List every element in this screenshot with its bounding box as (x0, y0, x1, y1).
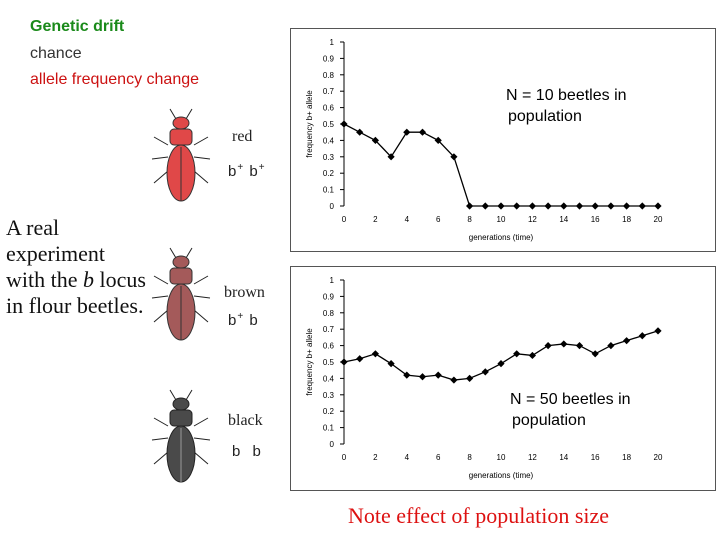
x-tick-label: 10 (497, 215, 506, 224)
genotype-red: b+ b+ (228, 162, 266, 180)
y-tick-label: 0.9 (323, 292, 335, 301)
x-tick-label: 0 (342, 215, 347, 224)
y-tick-label: 0.4 (323, 374, 335, 383)
x-tick-label: 12 (528, 453, 537, 462)
chart-frame (290, 266, 716, 491)
data-point (560, 202, 568, 210)
data-point (434, 136, 442, 144)
x-axis-label: generations (time) (469, 471, 534, 480)
x-tick-label: 4 (405, 215, 410, 224)
x-tick-label: 20 (654, 215, 663, 224)
y-tick-label: 0.8 (323, 309, 335, 318)
title-chance: chance (30, 45, 82, 62)
data-point (638, 332, 646, 340)
x-tick-label: 12 (528, 215, 537, 224)
chart-annotation: N = 50 beetles in population (510, 391, 631, 429)
data-point (591, 202, 599, 210)
data-point (623, 202, 631, 210)
annotation-line: population (508, 108, 582, 125)
x-tick-label: 16 (591, 453, 600, 462)
beetle-label-black: black (228, 412, 263, 429)
data-point (623, 337, 631, 345)
x-tick-label: 10 (497, 453, 506, 462)
x-tick-label: 2 (373, 215, 378, 224)
annotation-line: N = 10 beetles in (506, 87, 627, 104)
chart-n50: 1 0.9 0.8 0.7 0.6 0.5 0.4 0.3 0.2 0.1 00 2 4 6 8 10 12 14… (290, 266, 716, 491)
data-point (418, 128, 427, 136)
x-tick-label: 18 (622, 215, 631, 224)
red-beetle-icon (146, 107, 216, 207)
y-tick-label: 0.1 (323, 186, 335, 195)
y-tick-label: 0.9 (323, 54, 335, 63)
x-tick-label: 16 (591, 215, 600, 224)
experiment-text-post: locus in flour beetles. (6, 267, 146, 318)
y-tick-label: 0.1 (323, 424, 335, 433)
genotype-brown: b+ b (228, 311, 259, 329)
y-tick-label: 0.2 (323, 169, 335, 178)
data-point (340, 358, 348, 366)
data-point (638, 202, 646, 210)
y-tick-label: 0.8 (323, 71, 335, 80)
x-tick-label: 6 (436, 215, 441, 224)
x-tick-label: 14 (559, 215, 568, 224)
x-tick-label: 8 (467, 215, 472, 224)
y-tick-label: 0.7 (323, 87, 335, 96)
annotation-line: N = 50 beetles in (510, 391, 631, 408)
x-tick-label: 18 (622, 453, 631, 462)
chart-annotation: N = 10 beetles in population (506, 87, 627, 125)
x-tick-label: 6 (436, 453, 441, 462)
y-tick-label: 1 (330, 276, 335, 285)
data-point (575, 202, 584, 210)
data-point (497, 202, 505, 210)
chart-n10: 1 0.9 0.8 0.7 0.6 0.5 0.4 0.3 0.2 0.1 00 2 4 6 8 10 12 14… (290, 28, 716, 252)
experiment-text-pre: A real experiment with the (6, 215, 105, 292)
data-point (607, 202, 615, 210)
data-point (607, 342, 615, 350)
y-tick-label: 0.5 (323, 358, 335, 367)
note-population-size: Note effect of population size (348, 503, 610, 528)
y-tick-label: 0 (330, 440, 335, 449)
data-point (544, 342, 552, 350)
beetle-label-brown: brown (224, 284, 265, 301)
y-tick-label: 0.3 (323, 153, 335, 162)
y-tick-label: 0 (330, 202, 335, 211)
y-tick-label: 1 (330, 38, 335, 47)
data-point (497, 360, 505, 368)
x-tick-label: 14 (559, 453, 568, 462)
data-point (418, 373, 427, 381)
y-tick-label: 0.7 (323, 325, 335, 334)
data-point (544, 202, 552, 210)
data-point (654, 202, 662, 210)
beetle-label-red: red (232, 128, 253, 145)
y-tick-label: 0.5 (323, 120, 335, 129)
brown-beetle-icon (146, 246, 216, 346)
title-allele-frequency-change: allele frequency change (30, 71, 200, 88)
x-tick-label: 0 (342, 453, 347, 462)
x-tick-label: 2 (373, 453, 378, 462)
data-point (403, 371, 411, 379)
title-genetic-drift: Genetic drift (30, 18, 125, 35)
x-tick-label: 8 (467, 453, 472, 462)
y-tick-label: 0.2 (323, 407, 335, 416)
y-tick-label: 0.6 (323, 342, 335, 351)
data-point (340, 120, 348, 128)
annotation-line: population (512, 412, 586, 429)
data-point (513, 202, 521, 210)
data-point (481, 202, 489, 210)
y-tick-label: 0.3 (323, 391, 335, 400)
y-axis-label: frequency b+ allele (305, 90, 314, 158)
y-tick-label: 0.4 (323, 136, 335, 145)
genotype-black: b b (232, 443, 265, 460)
y-tick-label: 0.6 (323, 104, 335, 113)
y-axis-label: frequency b+ allele (305, 328, 314, 396)
data-point (528, 351, 536, 360)
chart-frame (290, 28, 716, 252)
x-tick-label: 4 (405, 453, 410, 462)
x-tick-label: 20 (654, 453, 663, 462)
data-point (434, 371, 442, 379)
black-beetle-icon (146, 388, 216, 488)
experiment-locus: b (83, 267, 94, 292)
experiment-description: A real experiment with the b locus in fl… (6, 215, 146, 319)
x-axis-label: generations (time) (469, 233, 534, 242)
